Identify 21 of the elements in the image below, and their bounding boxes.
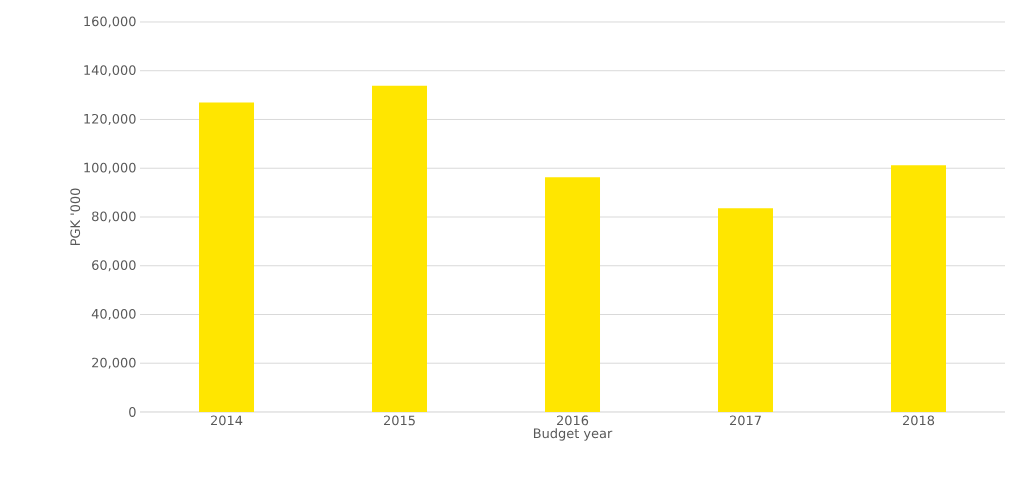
- y-tick-label: 60,000: [92, 260, 136, 272]
- bar: [718, 208, 774, 412]
- y-tick-label: 140,000: [84, 65, 136, 77]
- bar: [545, 177, 601, 412]
- x-tick-label: 2014: [210, 415, 243, 426]
- bar: [372, 85, 428, 412]
- bar: [199, 102, 255, 412]
- bar: [891, 165, 947, 412]
- y-tick-label: 20,000: [92, 357, 136, 369]
- y-tick-label: 80,000: [92, 211, 136, 223]
- y-tick-label: 160,000: [84, 16, 136, 28]
- x-tick-label: 2018: [902, 415, 935, 426]
- y-tick-label: 120,000: [84, 113, 136, 126]
- x-axis-title: Budget year: [533, 428, 613, 441]
- y-tick-label: 40,000: [91, 308, 136, 321]
- x-tick-label: 2016: [556, 415, 589, 426]
- y-tick-label: 100,000: [84, 162, 136, 174]
- x-tick-label: 2017: [729, 415, 761, 426]
- x-tick-label: 2015: [383, 415, 415, 426]
- y-axis-title: PGK '000: [70, 188, 81, 246]
- y-tick-label: 0: [129, 407, 136, 417]
